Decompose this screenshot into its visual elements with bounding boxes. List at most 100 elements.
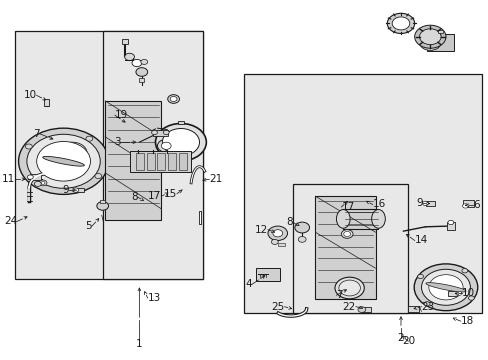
Bar: [360, 307, 370, 312]
Text: 21: 21: [209, 174, 222, 184]
Text: 7: 7: [336, 290, 343, 300]
Bar: [315, 196, 375, 299]
Circle shape: [272, 230, 282, 237]
Text: 25: 25: [271, 302, 284, 312]
Text: 7: 7: [33, 129, 40, 139]
Circle shape: [334, 277, 364, 299]
Circle shape: [161, 142, 171, 149]
Text: 4: 4: [244, 279, 251, 289]
Text: 3: 3: [114, 137, 121, 147]
Circle shape: [97, 202, 108, 210]
Text: 8: 8: [131, 192, 138, 202]
Text: 6: 6: [472, 200, 479, 210]
Text: 14: 14: [414, 235, 427, 246]
Circle shape: [468, 296, 473, 300]
Circle shape: [413, 264, 477, 311]
Bar: [177, 121, 184, 124]
Circle shape: [391, 17, 409, 30]
Circle shape: [37, 141, 90, 181]
Circle shape: [141, 59, 147, 64]
Text: 9: 9: [62, 185, 69, 195]
Circle shape: [19, 128, 108, 194]
Text: 22: 22: [342, 302, 355, 312]
Bar: [152, 130, 168, 136]
Circle shape: [455, 291, 461, 296]
Circle shape: [461, 269, 467, 273]
Text: 5: 5: [85, 221, 92, 231]
Text: 24: 24: [4, 216, 17, 226]
Bar: [139, 78, 144, 82]
Circle shape: [419, 29, 440, 45]
Text: 16: 16: [372, 199, 385, 210]
Circle shape: [163, 130, 169, 135]
Text: 23: 23: [421, 302, 434, 312]
Circle shape: [162, 129, 199, 156]
Bar: [426, 34, 453, 51]
Bar: [100, 200, 105, 203]
Bar: [462, 200, 473, 207]
Circle shape: [155, 123, 206, 161]
Text: 19: 19: [115, 110, 128, 120]
Circle shape: [39, 180, 47, 186]
Bar: [168, 153, 176, 170]
Circle shape: [271, 239, 278, 244]
Bar: [437, 30, 442, 33]
Text: 15: 15: [163, 189, 177, 199]
Bar: [447, 291, 456, 296]
Circle shape: [95, 174, 102, 179]
Bar: [30, 174, 41, 180]
Text: 17: 17: [148, 191, 161, 201]
Circle shape: [136, 68, 147, 76]
Circle shape: [167, 95, 179, 103]
Circle shape: [357, 307, 365, 312]
Bar: [256, 268, 279, 281]
Circle shape: [157, 139, 175, 152]
Text: 11: 11: [1, 174, 15, 184]
Circle shape: [462, 204, 468, 208]
Circle shape: [428, 275, 462, 300]
Circle shape: [53, 139, 92, 167]
Circle shape: [267, 226, 287, 240]
Circle shape: [386, 13, 414, 33]
Circle shape: [417, 274, 423, 279]
Circle shape: [419, 35, 440, 50]
Circle shape: [41, 181, 45, 184]
Bar: [122, 39, 127, 44]
Bar: [179, 153, 186, 170]
Bar: [277, 243, 284, 246]
Circle shape: [151, 130, 157, 135]
Circle shape: [343, 231, 350, 237]
Circle shape: [447, 220, 453, 225]
Circle shape: [86, 136, 93, 141]
Circle shape: [27, 134, 100, 188]
Circle shape: [341, 230, 352, 238]
Circle shape: [423, 302, 429, 306]
Text: 2: 2: [397, 333, 404, 343]
Ellipse shape: [425, 283, 465, 292]
Ellipse shape: [336, 210, 349, 228]
Bar: [15, 31, 203, 279]
Circle shape: [294, 222, 309, 233]
Bar: [343, 209, 378, 229]
Text: 8: 8: [285, 217, 292, 228]
Circle shape: [422, 201, 427, 206]
Circle shape: [338, 280, 360, 296]
Bar: [102, 31, 203, 279]
Text: 17: 17: [341, 202, 354, 212]
Circle shape: [25, 144, 32, 149]
Circle shape: [132, 59, 142, 67]
Text: 9: 9: [415, 198, 422, 208]
Circle shape: [27, 175, 33, 179]
Bar: [425, 201, 434, 206]
Text: 1: 1: [136, 339, 142, 349]
Ellipse shape: [42, 157, 84, 166]
Text: 12: 12: [254, 225, 267, 235]
Bar: [146, 153, 154, 170]
Circle shape: [124, 53, 134, 60]
Bar: [157, 153, 165, 170]
Bar: [243, 74, 481, 313]
Bar: [129, 151, 190, 172]
Bar: [75, 188, 83, 192]
Bar: [43, 99, 49, 106]
Circle shape: [58, 142, 87, 164]
